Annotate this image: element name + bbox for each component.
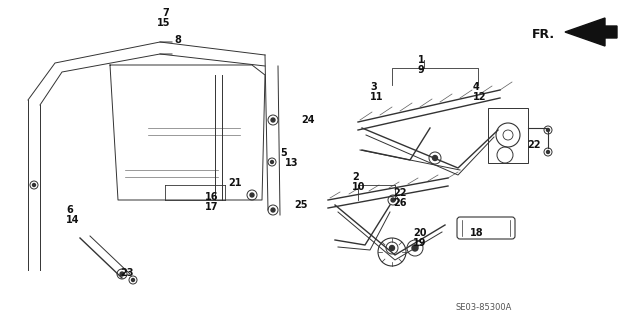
Circle shape [250, 193, 254, 197]
Text: 7: 7 [162, 8, 169, 18]
Circle shape [131, 278, 134, 281]
Text: 12: 12 [473, 92, 486, 102]
Circle shape [547, 151, 550, 153]
Text: 1: 1 [418, 55, 425, 65]
Text: 20: 20 [413, 228, 426, 238]
Circle shape [271, 160, 273, 164]
Text: 9: 9 [418, 65, 425, 75]
Text: 4: 4 [473, 82, 480, 92]
Text: 15: 15 [157, 18, 170, 28]
Text: 25: 25 [294, 200, 307, 210]
Text: 22: 22 [527, 140, 541, 150]
Text: 11: 11 [370, 92, 383, 102]
Text: 18: 18 [470, 228, 484, 238]
Text: 6: 6 [66, 205, 73, 215]
Text: 8: 8 [174, 35, 181, 45]
Circle shape [120, 272, 124, 276]
Text: 13: 13 [285, 158, 298, 168]
Text: 17: 17 [205, 202, 218, 212]
Text: 16: 16 [205, 192, 218, 202]
Circle shape [390, 246, 394, 250]
Text: 5: 5 [280, 148, 287, 158]
Bar [488, 108, 528, 163]
Circle shape [433, 155, 438, 160]
Text: SE03-85300A: SE03-85300A [455, 303, 511, 312]
Circle shape [412, 245, 418, 251]
Text: 10: 10 [352, 182, 365, 192]
Text: 24: 24 [301, 115, 314, 125]
Text: 3: 3 [370, 82, 377, 92]
Circle shape [547, 129, 550, 131]
Text: 26: 26 [393, 198, 406, 208]
Circle shape [391, 198, 395, 202]
Circle shape [271, 208, 275, 212]
Text: 2: 2 [352, 172, 359, 182]
Text: 22: 22 [393, 188, 406, 198]
Polygon shape [565, 18, 617, 46]
Circle shape [271, 118, 275, 122]
Text: 21: 21 [228, 178, 241, 188]
Text: FR.: FR. [532, 28, 555, 41]
Text: 19: 19 [413, 238, 426, 248]
Text: 23: 23 [120, 268, 134, 278]
Circle shape [33, 183, 35, 187]
Text: 14: 14 [66, 215, 79, 225]
